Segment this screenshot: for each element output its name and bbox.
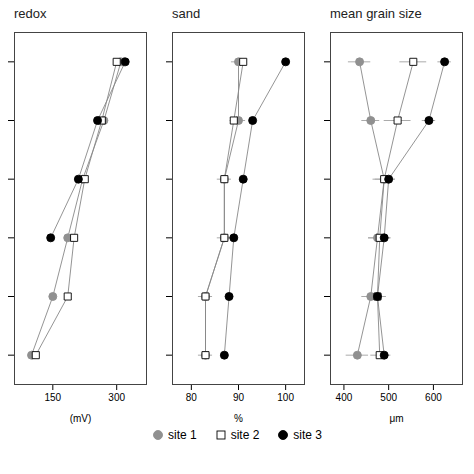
svg-text:%: % [234, 413, 243, 424]
svg-text:μm: μm [389, 413, 403, 424]
svg-text:400: 400 [336, 392, 353, 403]
svg-text:300: 300 [108, 392, 125, 403]
html-text:site 3: site 3 [293, 428, 322, 442]
html-text:redox: redox [14, 6, 47, 21]
svg-text:80: 80 [186, 392, 198, 403]
html-text:mean grain size: mean grain size [330, 6, 422, 21]
html-text:site 2: site 2 [230, 428, 260, 442]
svg-text:500: 500 [380, 392, 397, 403]
html-text:sand: sand [172, 6, 201, 21]
svg-text:600: 600 [425, 392, 442, 403]
svg-text:100: 100 [277, 392, 294, 403]
svg-text:150: 150 [44, 392, 61, 403]
svg-text:(mV): (mV) [70, 413, 92, 424]
html-text:site 1: site 1 [168, 428, 197, 442]
svg-text:90: 90 [233, 392, 245, 403]
